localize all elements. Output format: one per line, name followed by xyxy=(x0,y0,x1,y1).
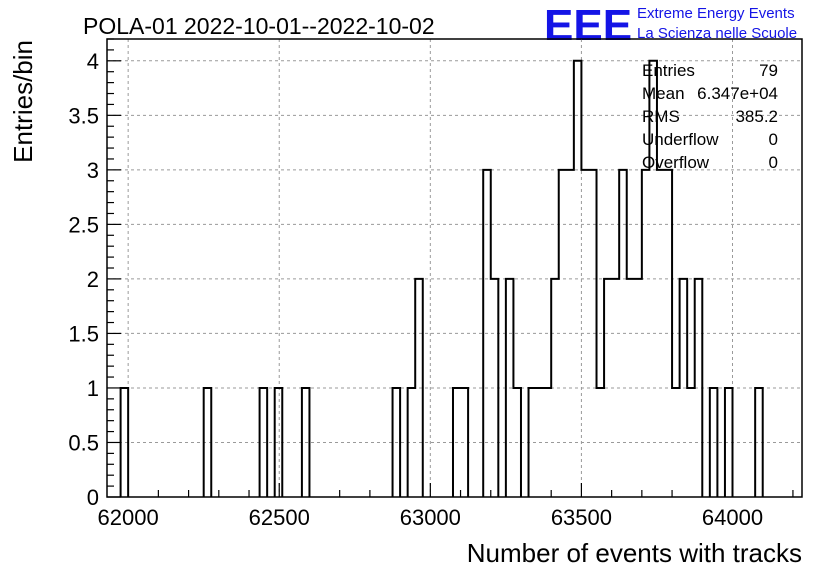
stats-label-mean: Mean xyxy=(642,84,685,103)
y-tick-label-0.5: 0.5 xyxy=(68,430,99,455)
stats-box: Entries 79 Mean 6.347e+04 RMS 385.2 Underflow 0… xyxy=(642,61,778,172)
histogram-outline xyxy=(119,59,764,497)
logo-line-1: Extreme Energy Events xyxy=(637,5,795,22)
stats-label-overflow: Overflow xyxy=(642,153,710,172)
stats-value-overflow: 0 xyxy=(769,153,778,172)
y-tick-label-2.5: 2.5 xyxy=(68,212,99,237)
stats-value-rms: 385.2 xyxy=(735,107,778,126)
x-tick-label-62000: 62000 xyxy=(98,505,159,530)
axis-ticks xyxy=(107,38,794,498)
eee-logo: EEE Extreme Energy Events La Scienza nel… xyxy=(544,1,797,50)
y-tick-label-2: 2 xyxy=(87,267,99,292)
stats-value-underflow: 0 xyxy=(769,130,778,149)
y-tick-label-1.5: 1.5 xyxy=(68,321,99,346)
logo-mark: EEE xyxy=(544,1,632,50)
stats-label-underflow: Underflow xyxy=(642,130,719,149)
grid-lines xyxy=(107,39,802,497)
x-tick-label-63000: 63000 xyxy=(400,505,461,530)
y-axis-label: Entries/bin xyxy=(8,40,38,163)
stats-value-mean: 6.347e+04 xyxy=(697,84,778,103)
y-tick-labels: 0 0.5 1 1.5 2 2.5 3 3.5 4 xyxy=(68,49,99,510)
stats-label-rms: RMS xyxy=(642,107,680,126)
chart-title: POLA-01 2022-10-01--2022-10-02 xyxy=(83,13,435,39)
y-tick-label-3.5: 3.5 xyxy=(68,103,99,128)
x-tick-label-63500: 63500 xyxy=(551,505,612,530)
stats-value-entries: 79 xyxy=(759,61,778,80)
y-tick-label-0: 0 xyxy=(87,485,99,510)
stats-label-entries: Entries xyxy=(642,61,695,80)
y-tick-label-1: 1 xyxy=(87,376,99,401)
y-tick-label-3: 3 xyxy=(87,158,99,183)
logo-line-2: La Scienza nelle Scuole xyxy=(637,25,797,42)
y-tick-label-4: 4 xyxy=(87,49,99,74)
x-tick-label-62500: 62500 xyxy=(249,505,310,530)
x-tick-label-64000: 64000 xyxy=(702,505,763,530)
x-tick-labels: 62000 62500 63000 63500 64000 xyxy=(98,505,764,530)
x-axis-label: Number of events with tracks xyxy=(467,538,802,568)
